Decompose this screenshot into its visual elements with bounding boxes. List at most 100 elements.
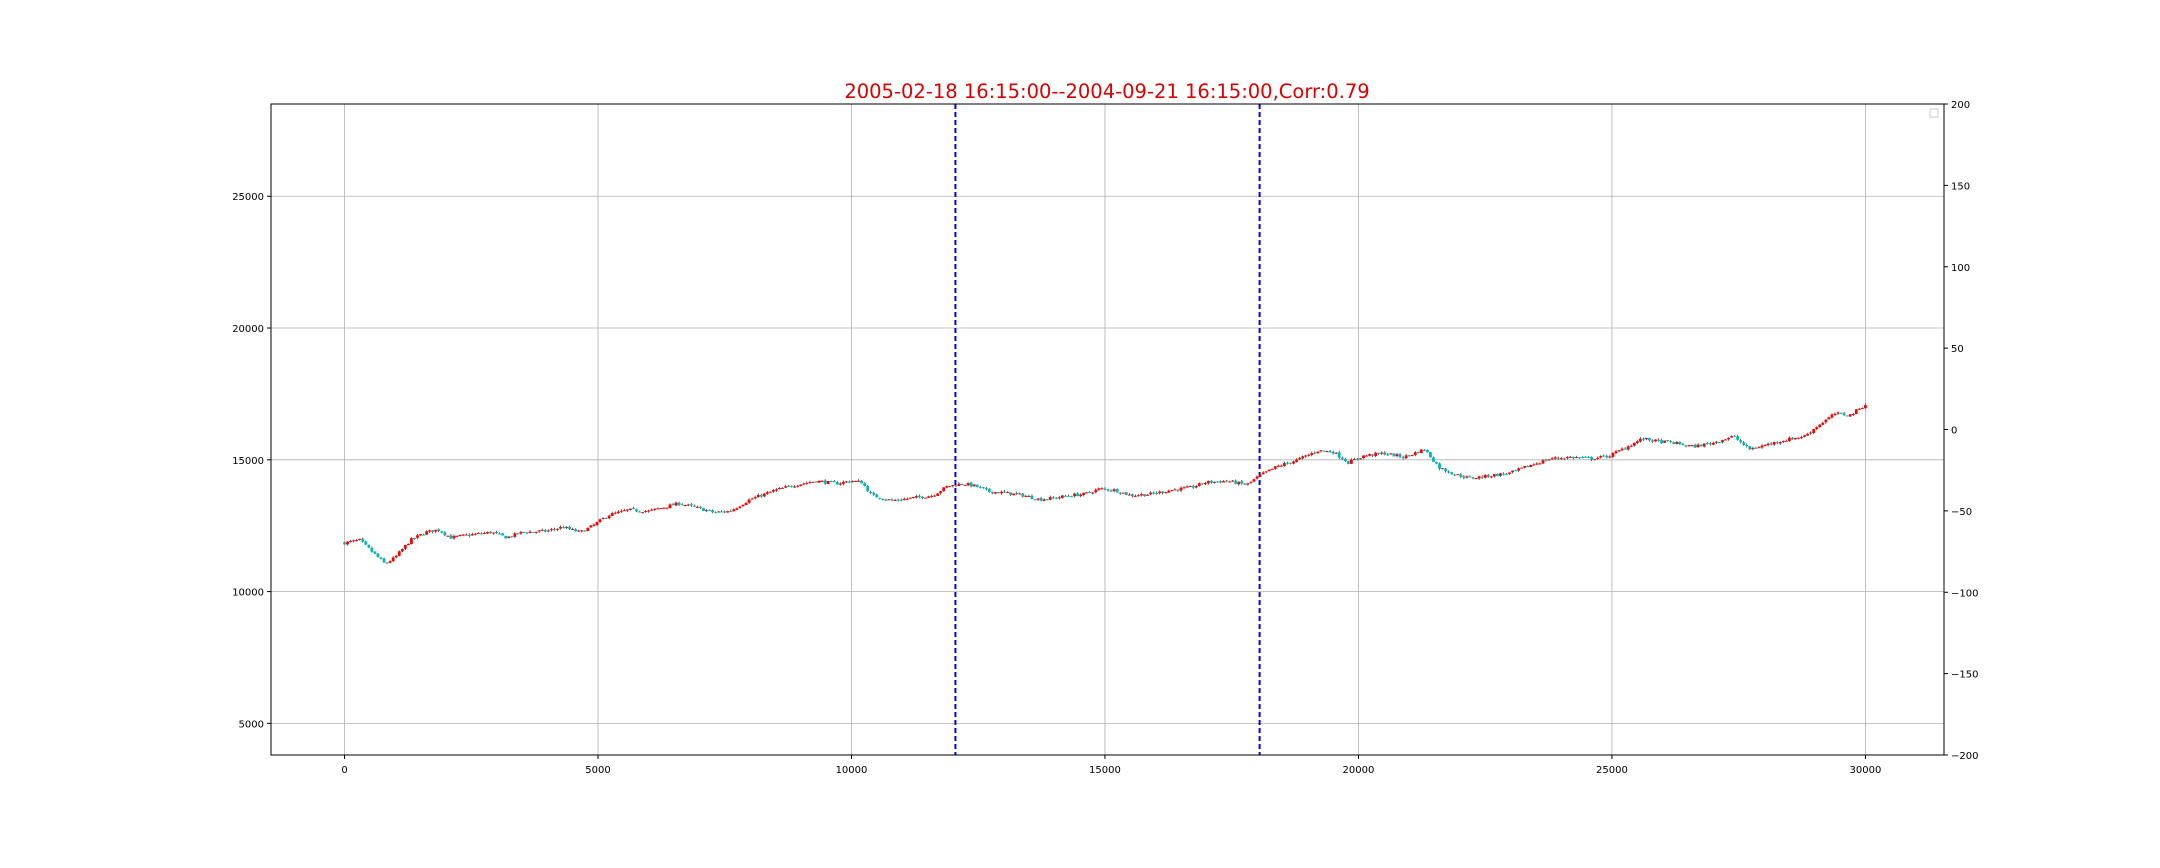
candle-up [930, 495, 933, 497]
candle-up [1721, 440, 1724, 443]
candle-up [1036, 498, 1040, 500]
candle-up [1465, 476, 1469, 478]
candle-down [1234, 480, 1238, 484]
candle-down [1343, 458, 1347, 462]
candle-up [1301, 456, 1305, 459]
candle-down [1416, 451, 1420, 454]
candle-down [984, 488, 988, 490]
candle-up [1292, 461, 1295, 464]
candle-down [969, 482, 973, 487]
candle-up [352, 540, 356, 542]
candle-up [1258, 474, 1262, 477]
candle-down [1076, 493, 1079, 497]
candle-up [1267, 469, 1271, 472]
candle-up [1815, 427, 1819, 430]
candle-up [1848, 414, 1852, 417]
candle-down [1422, 449, 1426, 451]
candle-up [948, 486, 952, 488]
candle-down [671, 504, 675, 506]
candle-up [747, 499, 751, 503]
candle-up [559, 526, 562, 529]
candle-up [1419, 449, 1423, 454]
candle-up [434, 529, 438, 532]
candle-up [625, 509, 629, 511]
candle-down [878, 497, 882, 499]
candle-up [446, 535, 450, 537]
candle-down [1660, 440, 1664, 444]
candle-up [394, 555, 398, 558]
candle-down [1152, 492, 1156, 494]
candle-down [921, 496, 924, 499]
candle-down [869, 491, 873, 494]
candle-up [1164, 492, 1168, 494]
candle-up [483, 532, 486, 534]
candle-down [1754, 447, 1758, 449]
candle-up [403, 544, 407, 549]
candle-down [918, 495, 921, 497]
candle-down [1438, 463, 1441, 469]
candle-down [1064, 495, 1067, 497]
candle-down [479, 533, 483, 535]
candle-down [1450, 472, 1454, 475]
candle-up [416, 535, 419, 538]
candle-up [1213, 481, 1216, 483]
candle-up [1687, 445, 1691, 447]
candle-down [699, 506, 702, 508]
candle-up [571, 528, 575, 530]
candle-up [455, 535, 459, 537]
candle-up [1276, 465, 1280, 467]
candle-up [735, 508, 739, 510]
candle-up [346, 541, 349, 545]
candle-up [750, 498, 754, 500]
candle-up [1499, 473, 1502, 476]
candle-up [1006, 491, 1010, 493]
candle-up [1629, 445, 1633, 447]
candle-down [1328, 451, 1332, 453]
candle-down [832, 481, 836, 483]
candle-down [1578, 457, 1581, 459]
x-tick-label: 25000 [1596, 765, 1628, 776]
candle-down [373, 551, 377, 554]
candle-up [586, 527, 590, 532]
candle-up [486, 531, 489, 534]
x-tick-label: 30000 [1850, 765, 1882, 776]
candle-up [1781, 441, 1785, 443]
y-right-tick-label: 150 [1951, 181, 1970, 192]
candle-up [519, 531, 523, 534]
candle-up [927, 496, 930, 498]
candle-down [1514, 470, 1518, 472]
candle-up [1864, 405, 1867, 409]
candle-down [1118, 492, 1122, 494]
candle-up [1380, 452, 1384, 454]
candle-up [1800, 437, 1803, 439]
candle-up [556, 528, 559, 530]
candle-down [1471, 477, 1475, 479]
candle-up [1170, 490, 1174, 492]
candle-up [1182, 487, 1186, 489]
candle-up [1395, 454, 1399, 457]
candles-layer [343, 403, 1867, 564]
candle-up [641, 512, 645, 514]
candle-up [1821, 422, 1825, 425]
candle-down [1453, 474, 1457, 476]
candle-down [860, 480, 864, 484]
candle-down [829, 481, 833, 483]
candle-up [1073, 493, 1076, 497]
candle-up [1048, 497, 1052, 500]
candle-up [1772, 441, 1776, 445]
candle-up [1042, 499, 1046, 501]
candle-down [1581, 457, 1584, 459]
candle-up [768, 491, 772, 493]
candle-down [1210, 480, 1213, 483]
candle-up [1231, 480, 1235, 482]
candle-down [1602, 455, 1606, 457]
candle-up [1237, 481, 1241, 485]
candle-up [1374, 452, 1378, 457]
candle-down [449, 535, 453, 539]
candle-up [619, 510, 623, 512]
candle-up [1611, 452, 1615, 457]
candle-up [470, 534, 474, 536]
candle-down [1432, 457, 1435, 462]
candle-up [1702, 443, 1706, 447]
candle-down [787, 485, 791, 487]
